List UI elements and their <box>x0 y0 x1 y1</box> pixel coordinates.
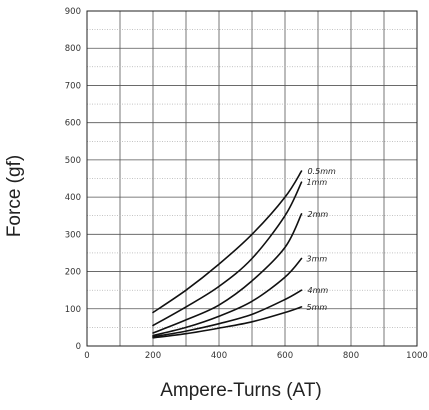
x-tick-label: 800 <box>343 351 359 361</box>
series-label-2mm: 2mm <box>308 210 329 219</box>
x-tick-label: 1000 <box>406 351 428 361</box>
x-tick-label: 400 <box>211 351 227 361</box>
series-label-0-5mm: 0.5mm <box>308 167 337 176</box>
series-line-1mm <box>152 181 303 327</box>
y-tick-label: 700 <box>65 81 81 91</box>
x-tick-label: 600 <box>277 351 293 361</box>
x-tick-label: 0 <box>84 351 89 361</box>
y-tick-label: 200 <box>65 268 81 278</box>
y-tick-label: 900 <box>65 7 81 17</box>
series-label-1mm: 1mm <box>307 178 328 187</box>
y-tick-label: 500 <box>65 156 81 166</box>
series-label-3mm: 3mm <box>307 255 328 264</box>
series-line-3mm <box>152 257 303 337</box>
series-line-2mm <box>152 213 303 334</box>
series-label-4mm: 4mm <box>308 286 329 295</box>
series-line-4mm <box>152 289 303 338</box>
tick-labels: 0 200 400 600 800 1000 0 100 200 300 400 500 600 700 8… <box>65 7 428 361</box>
series-labels: 0.5mm 1mm 2mm 3mm 4mm 5mm <box>307 167 337 312</box>
x-tick-label: 200 <box>145 351 161 361</box>
y-tick-label: 400 <box>65 193 81 203</box>
y-tick-label: 300 <box>65 230 81 240</box>
x-axis-title: Ampere-Turns (AT) <box>160 380 322 401</box>
y-tick-label: 600 <box>65 119 81 129</box>
series-lines <box>152 170 303 339</box>
plot-frame <box>86 10 418 347</box>
series-line-0-5mm <box>152 170 303 314</box>
grid <box>87 11 417 346</box>
y-tick-label: 800 <box>65 44 81 54</box>
y-tick-label: 0 <box>76 342 81 352</box>
y-tick-label: 100 <box>65 305 81 315</box>
series-line-5mm <box>152 306 303 339</box>
series-label-5mm: 5mm <box>307 303 328 312</box>
y-axis-title: Force (gf) <box>4 155 25 237</box>
